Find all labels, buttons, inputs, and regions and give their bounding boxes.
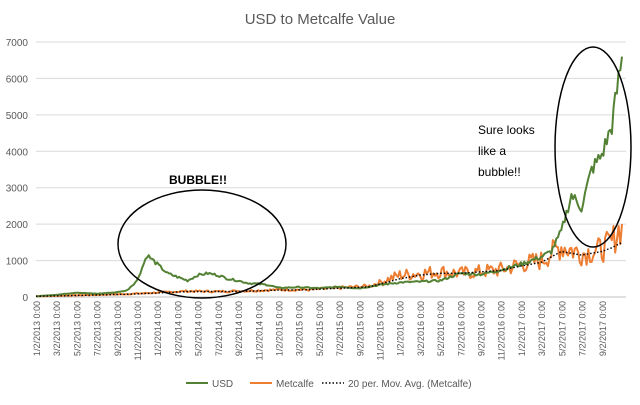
x-tick-label: 11/2/2014 0:00 [254,301,264,360]
legend-label: USD [212,379,233,390]
x-tick-label: 5/2/2016 0:00 [436,301,446,356]
x-tick-label: 3/2/2013 0:00 [52,301,62,356]
x-tick-label: 1/2/2015 0:00 [274,301,284,356]
x-axis-ticks: 1/2/2013 0:00 3/2/2013 0:00 5/2/2013 0:00 7… [32,301,608,360]
y-tick-label: 1000 [6,257,29,268]
gridlines [36,41,626,298]
x-tick-label: 1/2/2017 0:00 [517,301,527,356]
x-tick-label: 7/2/2016 0:00 [456,301,466,356]
y-tick-label: 2000 [6,220,29,231]
y-tick-label: 3000 [6,184,29,195]
x-tick-label: 3/2/2014 0:00 [173,301,183,356]
series-layer [35,56,623,298]
x-tick-label: 11/2/2015 0:00 [375,301,385,360]
y-tick-label: 4000 [6,147,29,158]
x-tick-label: 7/2/2013 0:00 [93,301,103,356]
x-tick-label: 3/2/2017 0:00 [537,301,547,356]
x-tick-label: 7/2/2017 0:00 [578,301,588,356]
y-tick-label: 7000 [6,38,29,49]
x-tick-label: 1/2/2013 0:00 [32,301,42,356]
series-line-20-per-mov-avg-metcalfe [35,241,623,297]
legend-label: 20 per. Mov. Avg. (Metcalfe) [348,379,472,390]
x-tick-label: 5/2/2013 0:00 [72,301,82,356]
x-tick-label: 5/2/2014 0:00 [194,301,204,356]
x-tick-label: 11/2/2016 0:00 [497,301,507,360]
x-tick-label: 9/2/2013 0:00 [113,301,123,356]
bubble-label-2017-line2: like a [478,144,506,158]
y-tick-label: 0 [22,293,28,304]
x-tick-label: 1/2/2014 0:00 [153,301,163,356]
bubble-label-2017-line1: Sure looks [478,123,535,137]
x-tick-label: 7/2/2015 0:00 [335,301,345,356]
legend: USD Metcalfe 20 per. Mov. Avg. (Metcalfe) [186,379,472,390]
legend-label: Metcalfe [276,379,314,390]
series-line-usd [35,56,623,298]
bubble-label-2017-line3: bubble!! [478,165,521,179]
x-tick-label: 3/2/2015 0:00 [295,301,305,356]
x-tick-label: 1/2/2016 0:00 [396,301,406,356]
y-tick-label: 6000 [6,74,29,85]
annotations: BUBBLE!! Sure looks like a bubble!! [117,46,632,299]
bubble-label-2014: BUBBLE!! [169,173,227,187]
bubble-circle-2014 [117,189,287,299]
x-tick-label: 5/2/2017 0:00 [557,301,567,356]
x-tick-label: 9/2/2016 0:00 [477,301,487,356]
y-tick-label: 5000 [6,111,29,122]
chart-title: USD to Metcalfe Value [245,11,396,28]
x-tick-label: 9/2/2017 0:00 [598,301,608,356]
x-tick-label: 9/2/2014 0:00 [234,301,244,356]
x-tick-label: 7/2/2014 0:00 [214,301,224,356]
x-tick-label: 9/2/2015 0:00 [355,301,365,356]
x-tick-label: 5/2/2015 0:00 [315,301,325,356]
y-axis-ticks: 0 1000 2000 3000 4000 5000 6000 7000 [6,38,29,304]
x-tick-label: 11/2/2013 0:00 [133,301,143,360]
bubble-circle-2017 [554,46,632,248]
x-tick-label: 3/2/2016 0:00 [416,301,426,356]
